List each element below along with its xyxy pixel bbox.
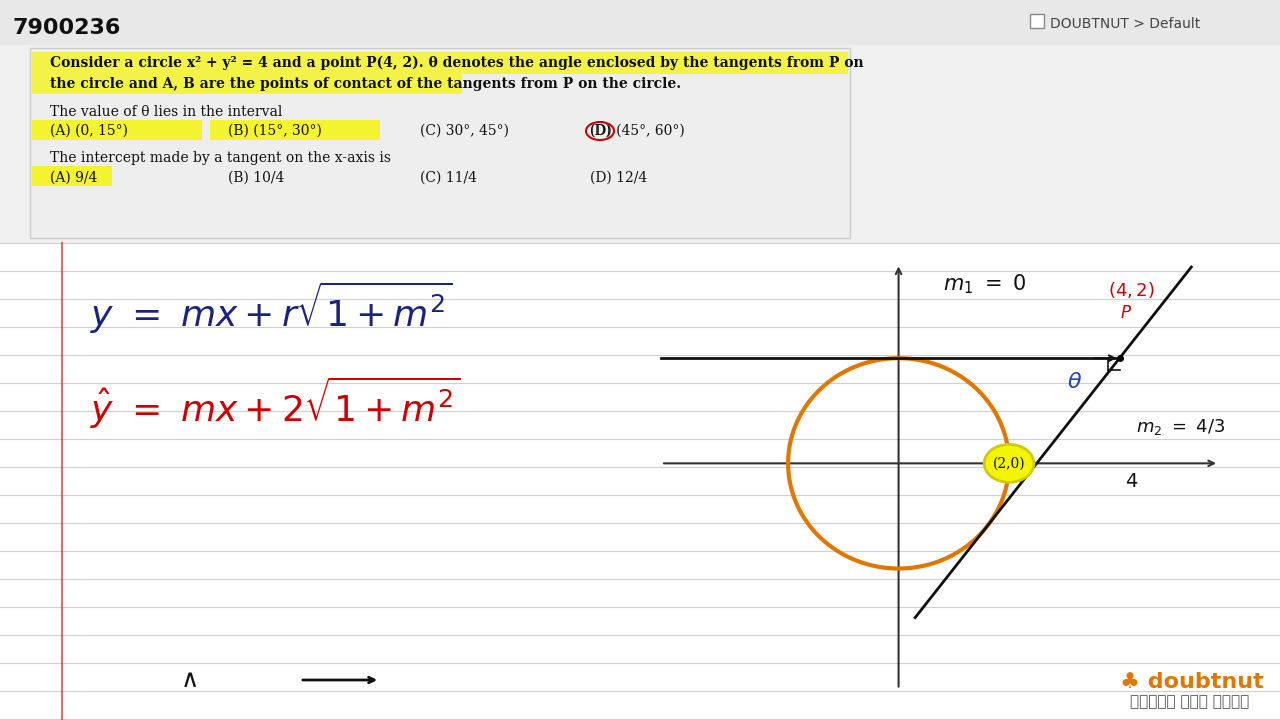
Text: 4: 4 — [1125, 472, 1138, 491]
Bar — [32, 52, 849, 74]
Bar — [210, 120, 380, 140]
Text: (B) (15°, 30°): (B) (15°, 30°) — [228, 124, 321, 138]
Text: (A) (0, 15°): (A) (0, 15°) — [50, 124, 128, 138]
Text: (C) 11/4: (C) 11/4 — [420, 171, 477, 185]
Bar — [0, 243, 1280, 720]
Text: $m_1\ =\ 0$: $m_1\ =\ 0$ — [943, 273, 1027, 297]
Text: ♣ doubtnut: ♣ doubtnut — [1120, 672, 1263, 692]
Text: (C) 30°, 45°): (C) 30°, 45°) — [420, 124, 509, 138]
Text: The intercept made by a tangent on the x-axis is: The intercept made by a tangent on the x… — [50, 151, 390, 165]
Text: (D) 12/4: (D) 12/4 — [590, 171, 648, 185]
Text: $\theta$: $\theta$ — [1068, 372, 1082, 392]
Bar — [32, 166, 113, 186]
Text: $m_2\ =\ 4/3$: $m_2\ =\ 4/3$ — [1137, 417, 1225, 436]
Text: $(4,2)$: $(4,2)$ — [1108, 280, 1155, 300]
Text: (D): (D) — [590, 124, 612, 138]
Text: The value of θ lies in the interval: The value of θ lies in the interval — [50, 105, 283, 119]
Text: $y\ =\ mx + r\sqrt{1+m^2}$: $y\ =\ mx + r\sqrt{1+m^2}$ — [90, 280, 453, 336]
Text: (B) 10/4: (B) 10/4 — [228, 171, 284, 185]
Text: $P$: $P$ — [1120, 305, 1132, 323]
Text: 7900236: 7900236 — [12, 18, 120, 38]
Text: पढ़ना हुआ आसान: पढ़ना हुआ आसान — [1130, 695, 1249, 709]
Bar — [0, 0, 1280, 45]
Bar — [1030, 14, 1044, 28]
Text: Consider a circle x² + y² = 4 and a point P(4, 2). θ denotes the angle enclosed : Consider a circle x² + y² = 4 and a poin… — [50, 56, 864, 70]
Text: (D) (45°, 60°): (D) (45°, 60°) — [590, 124, 685, 138]
Bar — [32, 120, 202, 140]
Bar — [32, 74, 462, 94]
Text: the circle and A, B are the points of contact of the tangents from P on the circ: the circle and A, B are the points of co… — [50, 77, 681, 91]
Ellipse shape — [984, 444, 1034, 482]
Text: (2,0): (2,0) — [993, 456, 1025, 470]
Bar — [29, 48, 850, 238]
Text: $\hat{y}\ =\ mx + 2\sqrt{1+m^2}$: $\hat{y}\ =\ mx + 2\sqrt{1+m^2}$ — [90, 375, 461, 431]
Text: $\wedge$: $\wedge$ — [180, 668, 197, 692]
Text: DOUBTNUT > Default: DOUBTNUT > Default — [1050, 17, 1201, 31]
Text: (A) 9/4: (A) 9/4 — [50, 171, 97, 185]
